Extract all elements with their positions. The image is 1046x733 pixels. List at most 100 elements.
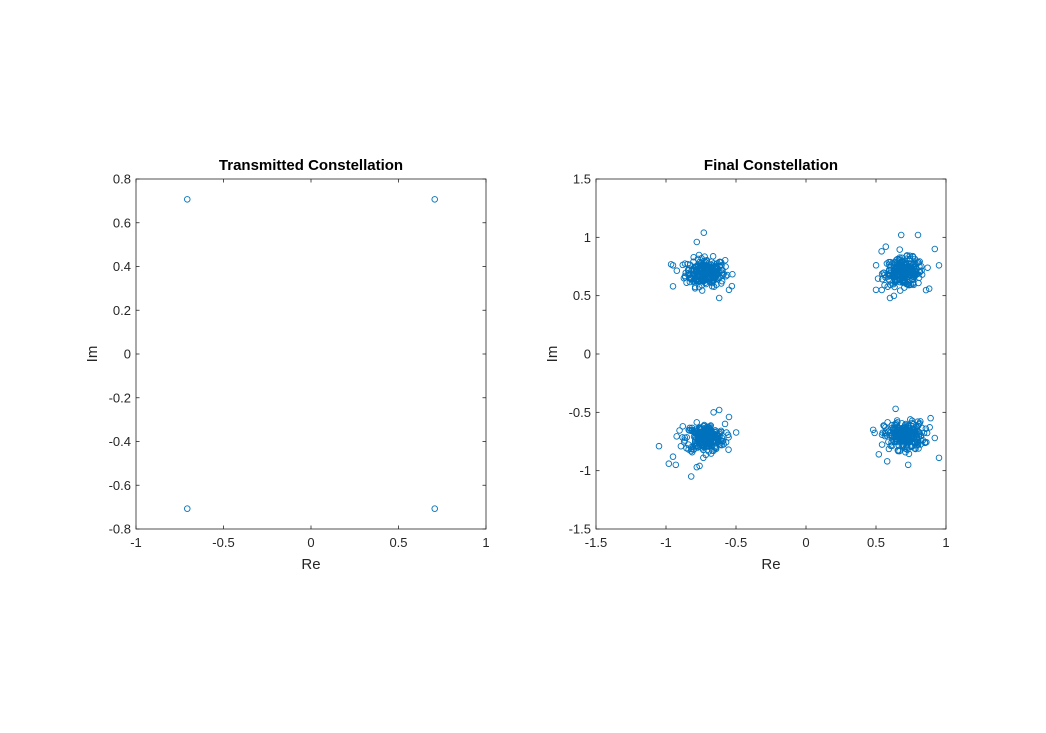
data-point	[710, 409, 717, 416]
data-point	[896, 287, 904, 294]
data-point	[691, 285, 699, 292]
data-point	[715, 294, 723, 302]
data-point	[706, 441, 713, 448]
data-point	[917, 418, 924, 425]
y-tick-label: -0.6	[109, 478, 131, 493]
data-point	[897, 231, 905, 239]
points-group	[184, 196, 438, 512]
data-point	[702, 275, 709, 283]
y-tick-label: 0.2	[113, 303, 131, 318]
data-point	[691, 439, 699, 446]
data-point	[728, 282, 736, 290]
y-axis-label: Im	[544, 346, 561, 363]
x-tick-label: 0	[307, 535, 314, 550]
data-point	[892, 405, 899, 413]
data-point	[673, 267, 681, 274]
y-tick-label: -1.5	[569, 522, 591, 537]
data-point	[901, 259, 909, 266]
data-point	[896, 431, 904, 439]
tick-group: -1 -0.5 0 0.5 1 -0.8 -0.6 -0.4 -0.2 0 0.2 0.4 0.6 0.8	[109, 172, 490, 551]
y-tick-label: 0.5	[573, 288, 591, 303]
data-point	[924, 264, 931, 271]
data-point	[905, 450, 913, 458]
data-point	[869, 426, 877, 434]
data-point	[896, 246, 903, 253]
data-point	[878, 286, 886, 294]
data-point	[922, 425, 930, 432]
data-point	[698, 429, 706, 437]
data-point	[885, 445, 893, 453]
data-point	[695, 251, 703, 259]
data-point	[676, 427, 683, 434]
data-point	[923, 429, 931, 437]
data-point	[874, 275, 882, 282]
data-point	[693, 419, 701, 426]
data-point	[890, 292, 898, 300]
data-point	[431, 505, 438, 512]
y-tick-label: -0.2	[109, 390, 131, 405]
data-point	[700, 454, 707, 462]
data-point	[684, 260, 691, 268]
data-point	[910, 253, 917, 261]
data-point	[909, 438, 917, 445]
plot-area	[595, 178, 947, 530]
data-point	[669, 262, 677, 269]
x-tick-label: -0.5	[725, 535, 747, 550]
data-point	[716, 258, 723, 266]
data-point	[712, 264, 720, 271]
data-point	[901, 421, 909, 429]
data-point	[725, 286, 733, 294]
data-point	[698, 287, 706, 294]
data-point	[897, 428, 904, 435]
data-point	[893, 417, 901, 424]
data-point	[875, 451, 883, 458]
data-point	[725, 413, 733, 421]
data-point	[699, 263, 707, 270]
data-point	[694, 255, 702, 263]
data-point	[888, 424, 895, 432]
y-tick-label: -0.5	[569, 405, 591, 420]
y-tick-label: 1.5	[573, 172, 591, 187]
chart-title: Final Constellation	[704, 157, 838, 174]
data-point	[695, 442, 702, 450]
data-point	[701, 268, 709, 276]
y-tick-label: 0.6	[113, 215, 131, 230]
data-point	[702, 437, 710, 444]
data-point	[878, 270, 886, 278]
x-axis-label: Re	[301, 556, 320, 573]
y-tick-label: 0	[584, 347, 591, 362]
data-point	[184, 196, 191, 203]
data-point	[690, 429, 698, 436]
y-tick-label: -0.8	[109, 522, 131, 537]
data-point	[722, 263, 729, 270]
x-tick-label: -1.5	[585, 535, 607, 550]
data-point	[700, 229, 708, 236]
data-point	[718, 280, 725, 287]
data-point	[694, 277, 702, 285]
data-point	[665, 460, 673, 467]
y-tick-label: 0.4	[113, 259, 131, 274]
data-point	[700, 267, 707, 275]
data-point	[732, 429, 740, 436]
data-point	[729, 271, 736, 278]
data-point	[914, 231, 922, 239]
data-point	[886, 294, 894, 302]
data-point	[672, 461, 680, 469]
data-point	[881, 429, 889, 437]
data-point	[709, 253, 717, 260]
data-point	[915, 421, 923, 428]
data-point	[872, 286, 880, 294]
data-point	[908, 417, 916, 425]
data-point	[677, 442, 685, 450]
data-point	[723, 429, 730, 436]
data-point	[883, 458, 891, 465]
data-point	[692, 272, 699, 279]
data-point	[712, 427, 719, 434]
data-point	[882, 274, 889, 281]
data-point	[931, 434, 939, 442]
data-point	[872, 262, 880, 269]
data-point	[693, 463, 701, 471]
data-point	[690, 253, 697, 261]
data-point	[909, 419, 916, 427]
data-point	[925, 285, 933, 292]
